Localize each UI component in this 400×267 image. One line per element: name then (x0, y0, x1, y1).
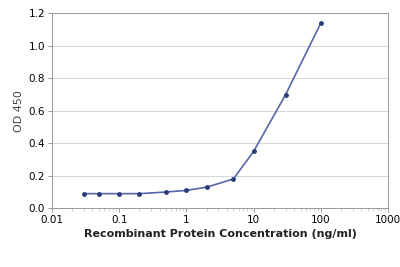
X-axis label: Recombinant Protein Concentration (ng/ml): Recombinant Protein Concentration (ng/ml… (84, 229, 356, 239)
Y-axis label: OD 450: OD 450 (14, 90, 24, 132)
